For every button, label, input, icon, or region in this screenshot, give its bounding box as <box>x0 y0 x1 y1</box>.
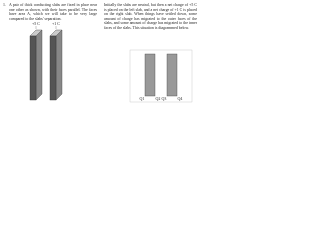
left-slab <box>29 29 43 101</box>
face-label: Q1 <box>140 96 145 101</box>
right-charge-label: +1 C <box>52 21 60 26</box>
page: 1. A pair of thick conducting slabs are … <box>0 0 200 110</box>
face-label: Q4 <box>178 96 183 101</box>
problem-number: 1. <box>3 3 6 7</box>
right-text: Initially the slabs are neutral, but the… <box>104 3 197 30</box>
face-label: Q2 <box>156 96 161 101</box>
left-slab-side <box>144 53 156 97</box>
diagrams: +5 C +1 C Q1 Q2 Q3 Q4 <box>29 21 193 103</box>
left-text: A pair of thick conducting slabs are fix… <box>9 3 97 21</box>
right-slab <box>49 29 63 101</box>
diagram-frame <box>129 49 193 103</box>
right-slab-side <box>166 53 178 97</box>
face-label: Q3 <box>162 96 167 101</box>
left-charge-label: +5 C <box>32 21 40 26</box>
